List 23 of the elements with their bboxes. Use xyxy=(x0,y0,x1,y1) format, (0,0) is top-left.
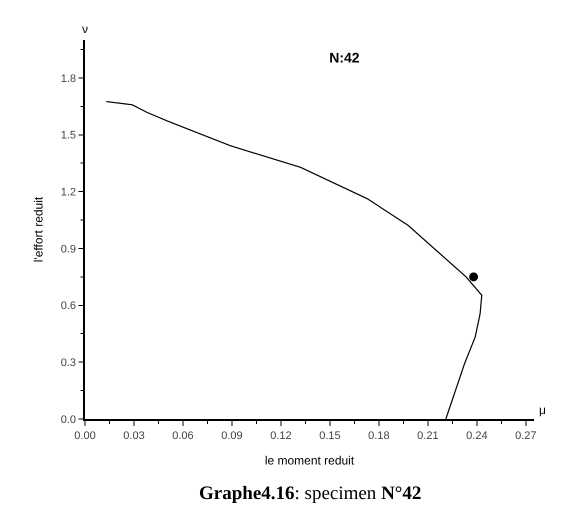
y-tick-label: 1.5 xyxy=(60,130,76,142)
x-axis-title: le moment reduit xyxy=(264,453,355,468)
text: N:42 xyxy=(329,50,360,66)
y-tick-label: 0.0 xyxy=(60,414,76,426)
y-tick-label: 1.2 xyxy=(60,186,76,198)
y-axis-title: l'effort reduit xyxy=(32,196,46,262)
x-tick-label: 0.21 xyxy=(417,430,439,442)
x-tick-label: 0.15 xyxy=(319,430,341,442)
x-tick-label: 0.06 xyxy=(172,430,194,442)
y-tick-label: 0.9 xyxy=(60,243,76,256)
text: ν xyxy=(82,22,88,36)
x-tick-label: 0.18 xyxy=(368,430,390,442)
x-tick-label: 0.09 xyxy=(221,430,243,442)
text: μ xyxy=(539,403,546,417)
x-tick-label: 0.24 xyxy=(466,430,488,442)
y-tick-label: 1.8 xyxy=(60,72,76,85)
y-tick-label: 0.3 xyxy=(60,357,76,369)
y-tick-label: 0.6 xyxy=(60,300,76,312)
caption: Graphe4.16: specimen N°42 xyxy=(199,483,422,504)
x-tick-label: 0.03 xyxy=(123,430,145,442)
x-tick-label: 0.27 xyxy=(515,430,537,442)
x-tick-label: 0.00 xyxy=(74,430,96,442)
x-tick-label: 0.12 xyxy=(270,430,292,442)
